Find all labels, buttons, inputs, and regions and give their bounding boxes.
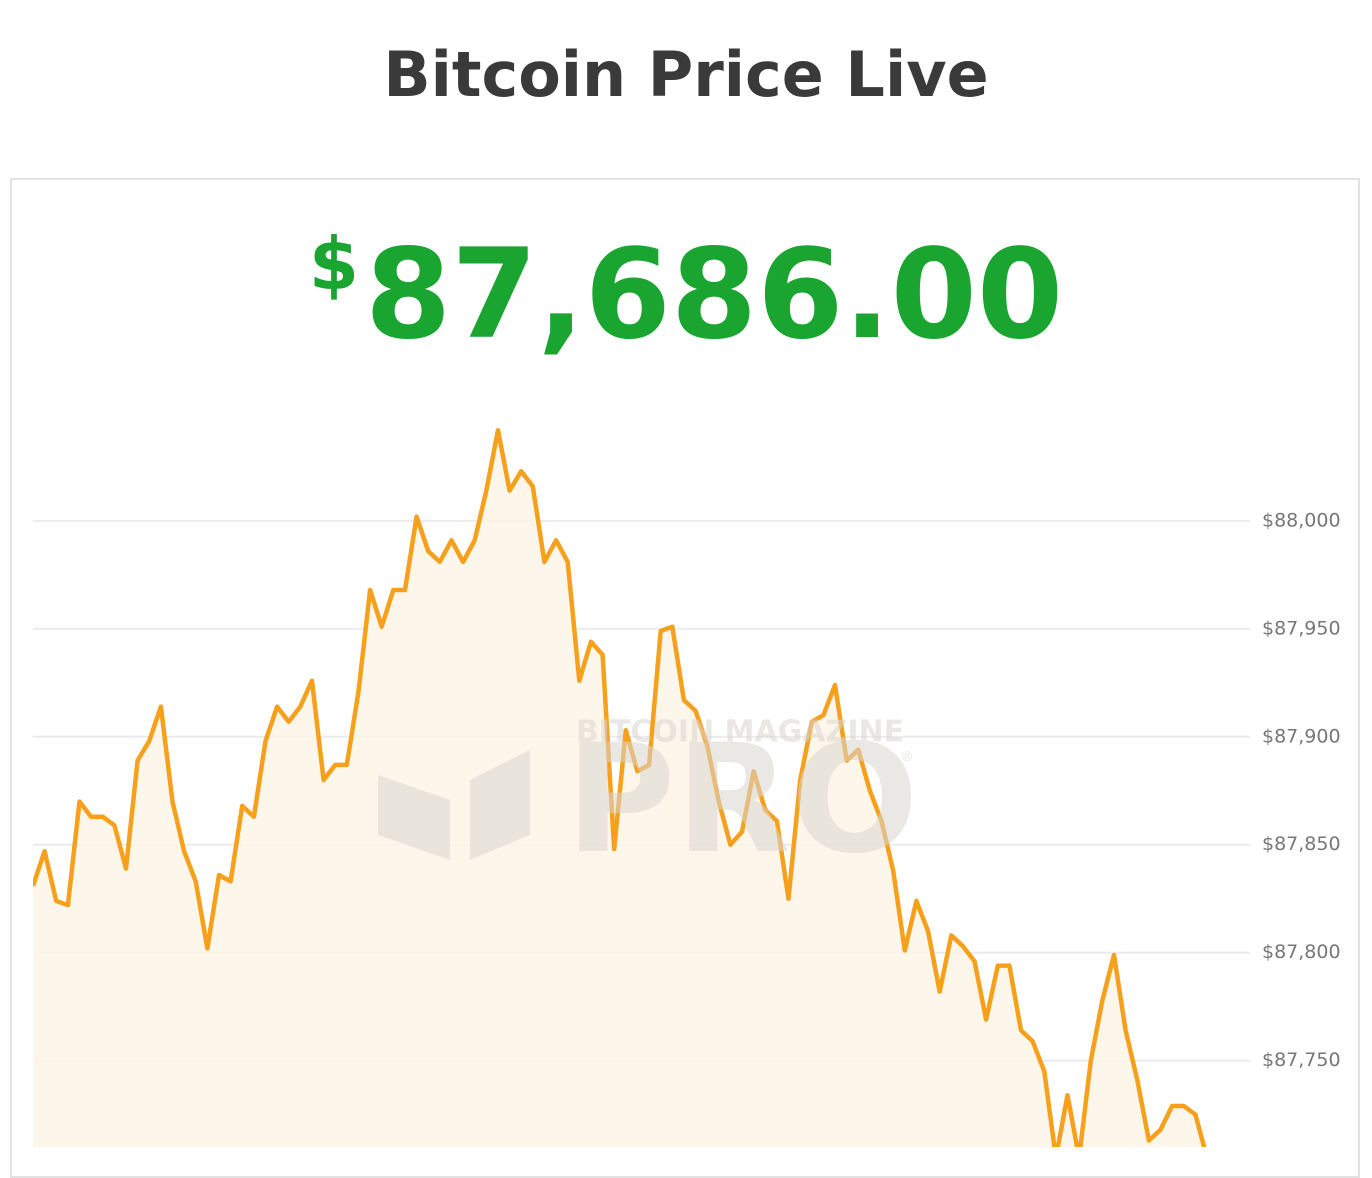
price-amount: 87,686.00 — [364, 223, 1064, 367]
page-title: Bitcoin Price Live — [383, 38, 989, 111]
y-tick-label: $87,750 — [1262, 1049, 1341, 1071]
watermark-logo — [378, 750, 530, 860]
price-line — [33, 427, 1207, 1147]
y-tick-label: $88,000 — [1262, 509, 1341, 531]
page: Bitcoin Price Live $87,686.00 $87,750 $87… — [0, 38, 1372, 1178]
watermark-mark: ® — [900, 749, 914, 765]
price-display: $87,686.00 — [0, 222, 1372, 367]
currency-symbol: $ — [308, 222, 359, 306]
chart: $87,750 $87,800 $87,850 $87,900 $87,950 $88,0… — [33, 427, 1341, 1147]
watermark-product: PRO — [566, 713, 919, 887]
y-tick-label: $87,950 — [1262, 617, 1341, 639]
price-area — [33, 430, 1205, 1147]
watermark-brand: BITCOIN MAGAZINE — [576, 715, 904, 750]
y-tick-label: $87,850 — [1262, 833, 1341, 855]
y-tick-label: $87,900 — [1262, 725, 1341, 747]
y-tick-label: $87,800 — [1262, 941, 1341, 963]
